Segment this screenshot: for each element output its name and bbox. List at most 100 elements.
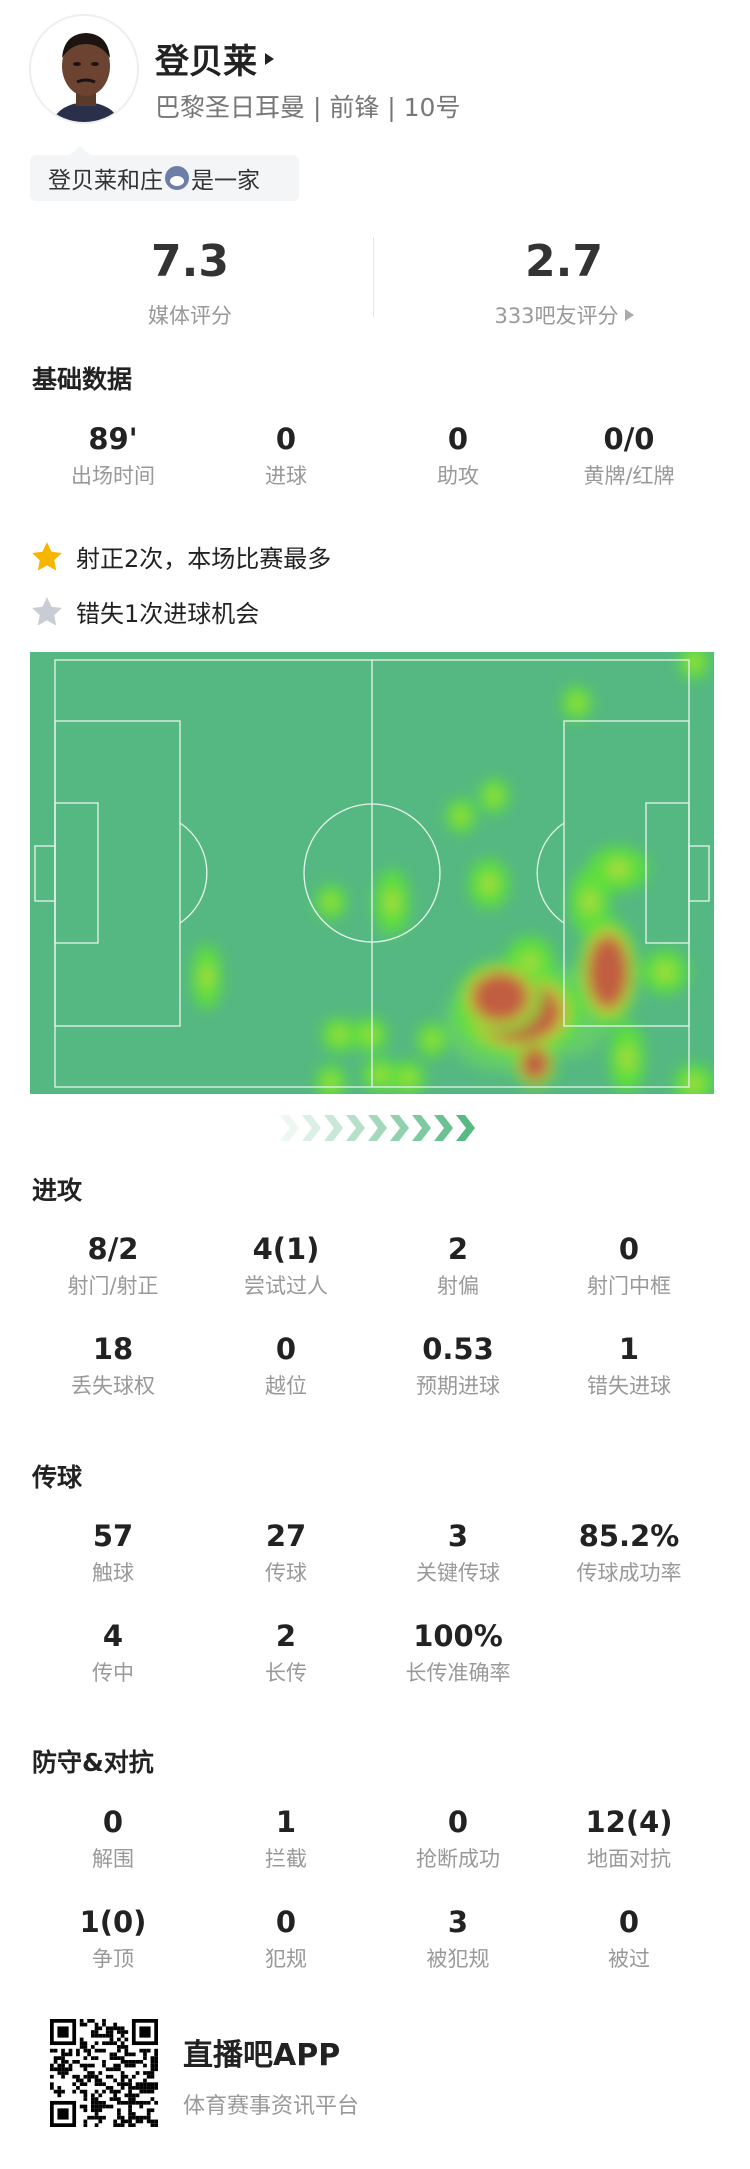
heat-spot	[607, 860, 629, 878]
stat-value: 4(1)	[252, 1232, 320, 1266]
stat-attack: 4(1) 尝试过人	[200, 1232, 372, 1300]
heat-spot	[472, 973, 528, 1021]
section-title-attack: 进攻	[32, 1176, 83, 1205]
stat-defense: 1 拦截	[200, 1805, 372, 1873]
fan-rating-label: 333吧友评分	[494, 304, 619, 328]
stat-value: 0	[447, 1805, 469, 1839]
stat-value: 3	[447, 1519, 469, 1553]
stat-label: 传球	[265, 1561, 307, 1585]
stat-label: 越位	[265, 1374, 307, 1398]
heat-spot	[325, 895, 337, 909]
media-rating: 7.3 媒体评分	[20, 236, 360, 330]
heat-spot	[481, 875, 497, 893]
stat-value: 0/0	[603, 422, 655, 456]
stat-basic: 0/0 黄牌/红牌	[543, 422, 715, 490]
section-title-defense: 防守&对抗	[32, 1748, 154, 1777]
highlight-text: 错失1次进球机会	[76, 600, 260, 628]
fan-rating[interactable]: 2.7 333吧友评分	[394, 236, 734, 330]
pitch-lines	[34, 659, 710, 1088]
stat-passing: 57 触球	[27, 1519, 199, 1587]
stat-value: 0	[102, 1805, 124, 1839]
stat-label: 传球成功率	[576, 1561, 682, 1585]
app-name: 直播吧APP	[183, 2038, 341, 2073]
stat-attack: 1 错失进球	[543, 1332, 715, 1400]
media-rating-value: 7.3	[151, 236, 229, 287]
player-avatar[interactable]	[29, 14, 139, 124]
stat-label: 被过	[608, 1947, 650, 1971]
gold-star-icon	[32, 541, 62, 570]
heat-spot	[582, 890, 598, 914]
stat-label: 解围	[92, 1847, 134, 1871]
stat-value: 8/2	[87, 1232, 139, 1266]
stat-value: 100%	[413, 1619, 503, 1653]
heat-spot	[385, 890, 399, 914]
play-arrow-icon	[265, 52, 274, 65]
stat-passing: 85.2% 传球成功率	[543, 1519, 715, 1587]
stat-value: 1	[618, 1332, 640, 1366]
heat-spot	[521, 1048, 549, 1080]
heat-spot	[401, 1071, 415, 1085]
stat-defense: 0 解围	[27, 1805, 199, 1873]
highlight-text: 射正2次，本场比赛最多	[76, 545, 332, 573]
qr-code[interactable]	[50, 2019, 158, 2127]
play-arrow-icon	[624, 309, 634, 321]
stat-label: 丢失球权	[71, 1374, 155, 1398]
stat-basic: 89' 出场时间	[27, 422, 199, 490]
heat-spot	[656, 963, 674, 981]
heat-spot	[325, 1075, 337, 1089]
stat-attack: 0 越位	[200, 1332, 372, 1400]
heat-spot	[332, 1028, 346, 1042]
chevron-right-icon	[302, 1115, 321, 1141]
rating-divider	[373, 237, 374, 317]
stat-basic: 0 助攻	[372, 422, 544, 490]
player-name: 登贝莱	[155, 42, 257, 82]
stat-label: 黄牌/红牌	[583, 464, 675, 488]
stat-label: 出场时间	[71, 464, 155, 488]
chevron-right-icon	[456, 1115, 475, 1141]
wolf-mascot-icon	[165, 166, 189, 190]
stat-value: 1	[275, 1805, 297, 1839]
heat-layer	[192, 652, 714, 1094]
heat-spot	[571, 696, 583, 710]
player-name-link[interactable]: 登贝莱	[155, 34, 274, 83]
heat-spot	[426, 1033, 438, 1047]
stat-value: 1(0)	[79, 1905, 147, 1939]
heat-spot	[488, 789, 500, 803]
stat-passing: 3 关键传球	[372, 1519, 544, 1587]
stat-label: 地面对抗	[587, 1847, 671, 1871]
stat-label: 被犯规	[426, 1947, 490, 1971]
gray-star-icon	[32, 596, 62, 625]
stat-label: 尝试过人	[244, 1274, 328, 1298]
stat-label: 射门中框	[587, 1274, 671, 1298]
stat-attack: 0 射门中框	[543, 1232, 715, 1300]
stat-value: 0	[275, 422, 297, 456]
stat-value: 2	[275, 1619, 297, 1653]
fan-bubble[interactable]: 登贝莱和庄 是一家	[30, 145, 299, 201]
heat-spot	[688, 655, 700, 669]
chevron-right-icon	[390, 1115, 409, 1141]
stat-defense: 3 被犯规	[372, 1905, 544, 1973]
chevron-right-icon	[368, 1115, 387, 1141]
stat-value: 3	[447, 1905, 469, 1939]
heat-spot	[201, 965, 213, 989]
section-title-basic: 基础数据	[32, 365, 133, 394]
stat-attack: 0.53 预期进球	[372, 1332, 544, 1400]
stat-value: 4	[102, 1619, 124, 1653]
stat-label: 争顶	[92, 1947, 134, 1971]
heat-spot	[363, 1028, 377, 1042]
chevron-right-icon	[324, 1115, 343, 1141]
stat-value: 18	[92, 1332, 134, 1366]
stat-label: 拦截	[265, 1847, 307, 1871]
stat-label: 预期进球	[416, 1374, 500, 1398]
stat-value: 89'	[88, 422, 138, 456]
stat-label: 犯规	[265, 1947, 307, 1971]
chevron-right-icon	[412, 1115, 431, 1141]
stat-label: 抢断成功	[416, 1847, 500, 1871]
stat-value: 2	[447, 1232, 469, 1266]
bubble-text: 登贝莱和庄	[48, 168, 163, 194]
stat-label: 进球	[265, 464, 307, 488]
stat-attack: 18 丢失球权	[27, 1332, 199, 1400]
stat-defense: 0 被过	[543, 1905, 715, 1973]
stat-basic: 0 进球	[200, 422, 372, 490]
stat-value: 0	[275, 1905, 297, 1939]
